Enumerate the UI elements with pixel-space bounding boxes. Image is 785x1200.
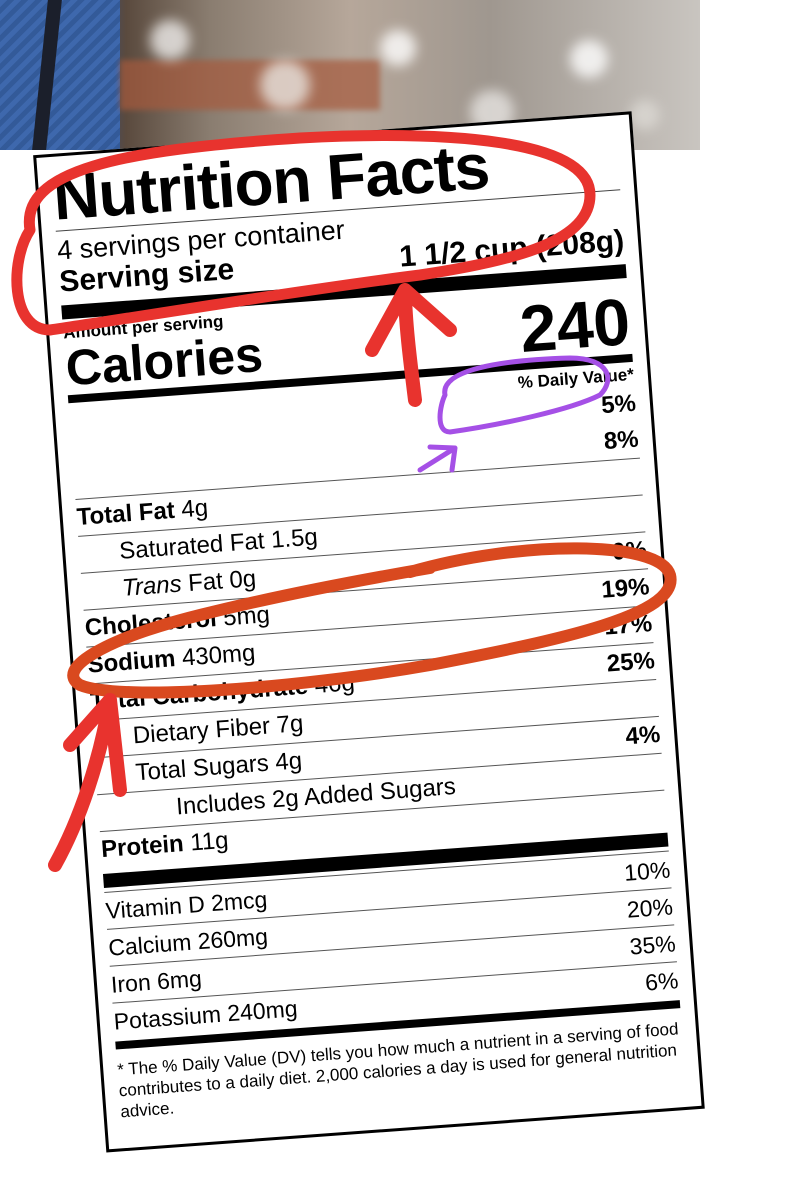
vitamin-name: Calcium	[107, 928, 193, 961]
sweater-background	[0, 0, 120, 150]
vitamin-percent: 35%	[628, 930, 677, 960]
nutrient-percent: 0%	[611, 536, 648, 566]
nutrient-name: Saturated Fat	[118, 527, 266, 565]
nutrient-percent: 4%	[624, 720, 662, 751]
footnote: * The % Daily Value (DV) tells you how m…	[116, 1019, 680, 1122]
nutrient-name: Trans	[121, 570, 183, 602]
vitamin-amount: 6mg	[156, 965, 203, 995]
nutrient-amount: 5mg	[222, 601, 271, 632]
vitamin-label: Iron 6mg	[110, 960, 203, 1003]
nutrient-name: Total Sugars	[134, 749, 270, 787]
nutrient-amount: 1.5g	[270, 523, 319, 554]
vitamin-name: Iron	[110, 968, 152, 998]
extra-percent: 8%	[602, 425, 640, 456]
nutrient-amount: 430mg	[181, 639, 257, 672]
vitamin-amount: 240mg	[226, 995, 299, 1027]
extra-percent: 5%	[600, 389, 637, 420]
nutrient-amount: 11g	[189, 826, 230, 857]
nutrient-amount: 7g	[275, 709, 305, 739]
store-shelf	[120, 60, 380, 110]
vitamin-percent: 6%	[644, 967, 680, 996]
nutrient-list: Total Fat 4g Saturated Fat 1.5g Trans Fat …	[75, 457, 667, 869]
nutrient-amount: 46g	[313, 669, 356, 699]
vitamin-percent: 20%	[625, 893, 674, 923]
nutrition-facts-label: Nutrition Facts 4 servings per container…	[33, 111, 705, 1153]
vitamin-name: Potassium	[112, 1000, 222, 1035]
calories-label: Calories	[63, 326, 265, 397]
nutrient-name: Protein	[100, 830, 185, 864]
nutrient-amount: 4g	[180, 494, 210, 524]
nutrient-amount: Fat 0g	[187, 565, 258, 597]
nutrient-name: Dietary Fiber	[131, 712, 271, 750]
nutrient-label: Protein 11g	[100, 823, 230, 868]
calories-value: 240	[517, 284, 633, 366]
nutrient-name: Cholesterol	[83, 605, 218, 642]
nutrient-name: Total Fat	[75, 496, 176, 531]
nutrient-name: Sodium	[86, 645, 177, 679]
nutrient-percent: 19%	[600, 573, 651, 604]
vitamin-percent: 10%	[623, 856, 672, 886]
nutrient-percent: 17%	[603, 610, 654, 641]
vitamin-amount: 260mg	[196, 923, 269, 955]
nutrient-amount: 4g	[274, 747, 303, 777]
vitamin-name: Vitamin D	[104, 890, 206, 924]
vitamin-amount: 2mcg	[210, 886, 269, 917]
nutrient-percent: 25%	[605, 647, 656, 678]
background-photo	[0, 0, 700, 150]
